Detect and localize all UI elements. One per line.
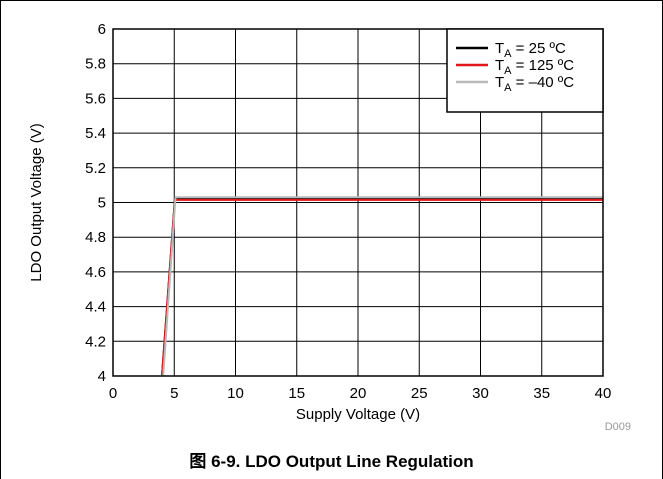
x-tick-label: 15 [288,385,305,402]
y-tick-label: 4.8 [85,229,106,246]
legend-label: TA = –40 ºC [495,74,574,94]
x-tick-label: 20 [350,385,367,402]
legend-box [446,28,604,113]
x-tick-labels: 0 5 10 15 20 25 30 35 40 [109,385,612,402]
y-tick-label: 5 [98,195,106,212]
series-line [162,196,603,377]
y-tick-label: 4.4 [85,299,106,316]
grid [113,29,603,376]
y-axis-title: LDO Output Voltage (V) [28,123,45,281]
x-axis-title: Supply Voltage (V) [296,406,420,423]
y-tick-label: 6 [98,21,106,38]
y-tick-labels: 4 4.2 4.4 4.6 4.8 5 5.2 5.4 5.6 5.8 6 [85,21,106,385]
legend-label: TA = 25 ºC [495,40,566,60]
series-line [161,198,603,377]
y-tick-label: 5.8 [85,56,106,73]
legend-label: TA = 125 ºC [495,57,574,77]
series-line [161,198,603,377]
series-lines [161,196,603,377]
x-tick-label: 35 [533,385,550,402]
plot-border [112,28,604,377]
x-tick-label: 25 [411,385,428,402]
figure-caption: 图 6-9. LDO Output Line Regulation [189,452,474,471]
y-tick-label: 4.2 [85,333,106,350]
y-tick-label: 5.6 [85,90,106,107]
y-tick-label: 5.2 [85,160,106,177]
y-tick-label: 4.6 [85,264,106,281]
x-tick-label: 30 [472,385,489,402]
x-tick-label: 10 [227,385,244,402]
x-tick-label: 0 [109,385,117,402]
x-tick-label: 5 [170,385,178,402]
y-tick-label: 5.4 [85,125,106,142]
x-tick-label: 40 [595,385,612,402]
y-tick-label: 4 [98,368,106,385]
figure-code: D009 [605,421,631,433]
